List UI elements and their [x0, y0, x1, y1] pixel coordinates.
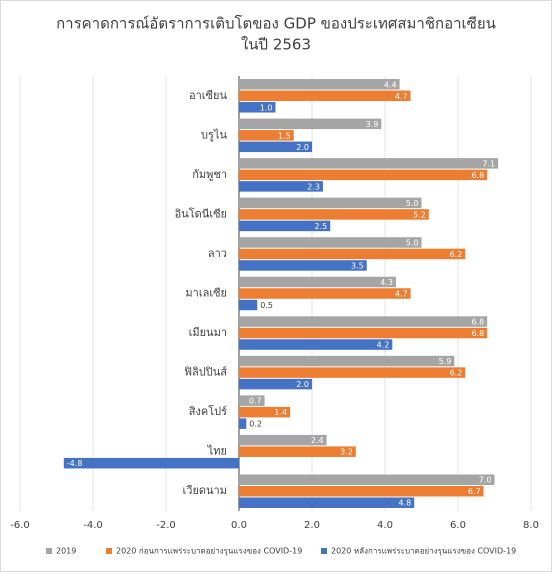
legend-swatch: [321, 548, 327, 554]
legend-swatch: [106, 548, 112, 554]
x-tick-label: 0.0: [231, 520, 247, 531]
x-tick-label: -4.0: [83, 520, 103, 531]
chart-title: การคาดการณ์อัตราการเติบโตของ GDP ของประเ…: [56, 15, 496, 33]
category-label: อินโดนีเซีย: [174, 206, 227, 220]
data-label: 1.5: [278, 131, 291, 140]
legend-label: 2020 หลังการแพร่ระบาดอย่างรุนแรงของ COVI…: [331, 547, 516, 556]
bar: [239, 406, 291, 418]
bar: [239, 395, 265, 406]
category-label: บรูไน: [201, 128, 227, 141]
bar: [239, 141, 312, 153]
data-label: 4.7: [395, 290, 408, 299]
bar: [239, 497, 415, 508]
category-label: อาเซียน: [189, 89, 227, 102]
category-label: ไทย: [207, 445, 227, 458]
category-label: มาเลเซีย: [185, 287, 227, 300]
data-label: 6.8: [471, 329, 484, 338]
category-label: กัมพูชา: [192, 168, 227, 181]
bar: [239, 197, 422, 209]
data-label: 0.2: [249, 420, 262, 429]
bar: [239, 276, 396, 288]
bar: [239, 102, 276, 113]
data-label: 3.5: [351, 261, 364, 270]
bar: [239, 169, 488, 181]
data-label: 4.3: [380, 278, 393, 287]
legend-label: 2020 ก่อนการแพร่ระบาดอย่างรุนแรงของ COVI…: [116, 547, 302, 556]
data-label: 1.0: [260, 103, 273, 112]
data-label: -4.8: [67, 459, 83, 468]
data-label: 0.7: [249, 397, 262, 406]
data-label: 5.0: [406, 238, 419, 247]
bar: [239, 355, 455, 367]
data-label: 6.2: [450, 369, 463, 378]
data-label: 4.2: [377, 341, 390, 350]
data-label: 4.8: [398, 499, 411, 508]
bar: [239, 237, 422, 248]
data-label: 2.4: [311, 436, 324, 445]
x-tick-label: 4.0: [377, 520, 393, 531]
data-label: 7.1: [482, 159, 495, 168]
bar: [239, 118, 382, 130]
data-label: 6.8: [471, 171, 484, 180]
data-label: 7.0: [479, 476, 492, 485]
data-label: 3.9: [366, 120, 379, 129]
data-label: 4.4: [384, 80, 397, 89]
bar: [239, 378, 312, 390]
data-label: 1.4: [274, 408, 287, 417]
data-label: 2.0: [296, 143, 309, 152]
bar: [239, 260, 367, 271]
bar: [239, 90, 411, 102]
bar: [239, 485, 484, 497]
bar: [239, 316, 488, 327]
bar: [239, 288, 411, 299]
category-label: เมียนมา: [189, 326, 227, 339]
legend-label: 2019: [56, 547, 76, 556]
bar: [239, 418, 247, 429]
bar: [239, 79, 400, 90]
data-label: 5.9: [439, 357, 452, 366]
category-label: ลาว: [208, 247, 227, 260]
x-tick-label: 6.0: [450, 520, 466, 531]
data-label: 3.2: [340, 448, 353, 457]
data-label: 5.0: [406, 199, 419, 208]
data-label: 6.7: [468, 487, 481, 496]
bar: [239, 220, 331, 232]
x-tick-label: 2.0: [304, 520, 320, 531]
x-tick-label: -2.0: [156, 520, 176, 531]
data-label: 0.5: [260, 301, 273, 310]
bar: [239, 181, 323, 192]
bar: [239, 474, 495, 485]
chart-subtitle: ในปี 2563: [241, 36, 311, 54]
x-tick-label: 8.0: [523, 520, 539, 531]
data-label: 6.8: [471, 318, 484, 327]
bar: [239, 130, 294, 141]
bar: [63, 457, 239, 469]
bar: [239, 209, 429, 220]
bar: [239, 248, 466, 260]
bar: [239, 367, 466, 378]
bar: [239, 446, 356, 457]
bar: [239, 158, 499, 169]
bar: [239, 434, 327, 446]
data-label: 4.7: [395, 92, 408, 101]
category-label: ฟิลิปปินส์: [184, 366, 228, 379]
bar: [239, 339, 393, 350]
category-label: เวียดนาม: [183, 484, 227, 497]
data-label: 2.5: [315, 222, 328, 231]
data-label: 6.2: [450, 250, 463, 259]
data-label: 5.2: [413, 210, 426, 219]
data-label: 2.0: [296, 380, 309, 389]
data-label: 2.3: [307, 182, 320, 191]
legend-swatch: [46, 548, 52, 554]
bar: [239, 299, 258, 311]
x-tick-label: -6.0: [10, 520, 30, 531]
bar: [239, 327, 488, 339]
category-label: สิงคโปร์: [188, 404, 227, 418]
